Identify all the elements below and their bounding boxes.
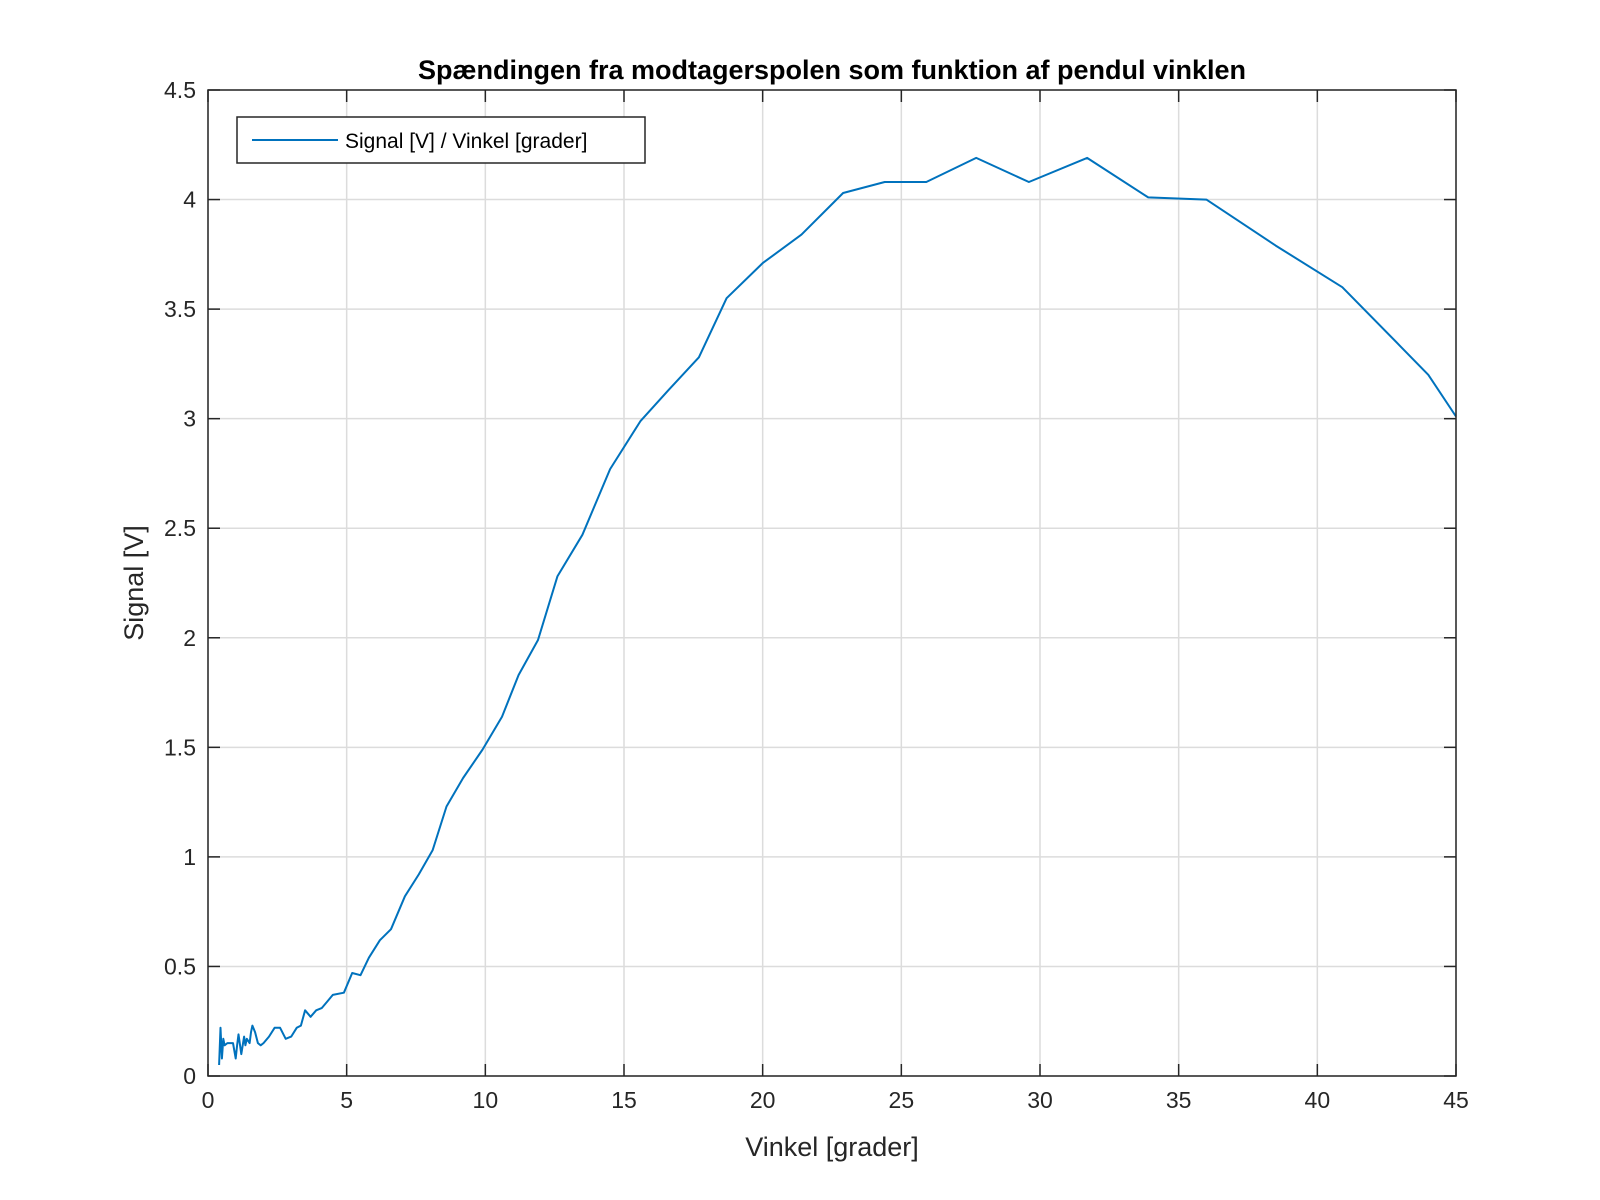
y-tick-label: 1.5 <box>164 734 196 760</box>
x-axis-label: Vinkel [grader] <box>745 1132 919 1162</box>
x-tick-label: 45 <box>1443 1087 1469 1113</box>
axes-frame <box>207 89 1457 1077</box>
y-tick-label: 4.5 <box>164 77 196 103</box>
y-tick-label: 2.5 <box>164 515 196 541</box>
x-tick-label: 15 <box>611 1087 637 1113</box>
y-tick-label: 3 <box>183 406 196 432</box>
y-tick-label: 1 <box>183 844 196 870</box>
x-tick-label: 10 <box>473 1087 499 1113</box>
x-tick-label: 25 <box>889 1087 915 1113</box>
chart-title: Spændingen fra modtagerspolen som funkti… <box>418 55 1246 85</box>
x-tick-label: 30 <box>1027 1087 1053 1113</box>
y-tick-label: 2 <box>183 625 196 651</box>
x-tick-label: 40 <box>1305 1087 1331 1113</box>
y-tick-label: 3.5 <box>164 296 196 322</box>
y-tick-label: 0 <box>183 1063 196 1089</box>
x-tick-label: 35 <box>1166 1087 1192 1113</box>
y-tick-label: 4 <box>183 187 196 213</box>
legend: Signal [V] / Vinkel [grader] <box>236 116 646 164</box>
series-line <box>218 156 1457 1066</box>
y-axis-label: Signal [V] <box>119 525 149 641</box>
x-tick-label: 20 <box>750 1087 776 1113</box>
series-group <box>218 156 1457 1066</box>
plot-area <box>208 90 1456 1076</box>
x-tick-labels: 0 5 10 15 20 25 30 35 40 45 <box>202 1087 1469 1113</box>
x-tick-label: 5 <box>340 1087 353 1113</box>
x-tick-label: 0 <box>202 1087 215 1113</box>
legend-entry-label: Signal [V] / Vinkel [grader] <box>345 130 587 153</box>
y-tick-label: 0.5 <box>164 953 196 979</box>
legend-box <box>236 116 646 164</box>
y-tick-labels: 0 0.5 1 1.5 2 2.5 3 3.5 4 4.5 <box>164 77 196 1089</box>
